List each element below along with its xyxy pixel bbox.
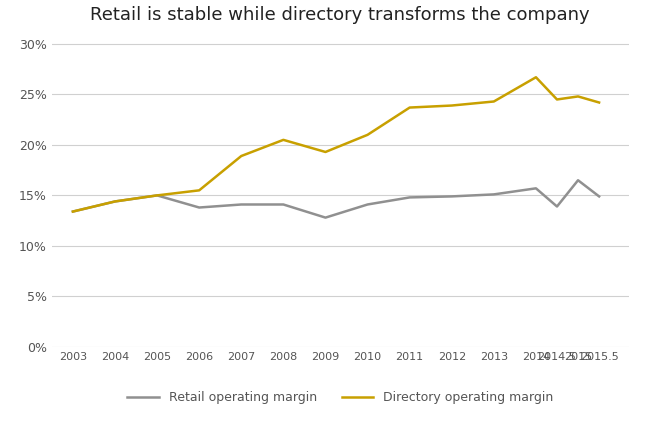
Retail operating margin <box>406 195 413 200</box>
Directory operating margin <box>321 149 329 154</box>
Directory operating margin <box>532 75 540 80</box>
Directory operating margin <box>237 154 245 159</box>
Directory operating margin <box>574 94 582 99</box>
Directory operating margin <box>448 103 456 108</box>
Retail operating margin <box>490 192 498 197</box>
Title: Retail is stable while directory transforms the company: Retail is stable while directory transfo… <box>90 6 590 24</box>
Retail operating margin <box>69 209 76 214</box>
Retail operating margin <box>111 199 119 204</box>
Retail operating margin <box>574 178 582 183</box>
Directory operating margin <box>69 209 76 214</box>
Retail operating margin <box>532 186 540 191</box>
Directory operating margin <box>111 199 119 204</box>
Line: Retail operating margin: Retail operating margin <box>73 180 599 217</box>
Directory operating margin <box>490 99 498 104</box>
Retail operating margin <box>237 202 245 207</box>
Directory operating margin <box>195 188 203 193</box>
Retail operating margin <box>364 202 371 207</box>
Retail operating margin <box>153 193 161 198</box>
Retail operating margin <box>279 202 287 207</box>
Retail operating margin <box>321 215 329 220</box>
Directory operating margin <box>406 105 413 110</box>
Retail operating margin <box>553 204 561 209</box>
Directory operating margin <box>279 137 287 143</box>
Directory operating margin <box>553 97 561 102</box>
Retail operating margin <box>195 205 203 210</box>
Legend: Retail operating margin, Directory operating margin: Retail operating margin, Directory opera… <box>122 387 558 409</box>
Directory operating margin <box>364 132 371 137</box>
Line: Directory operating margin: Directory operating margin <box>73 77 599 212</box>
Directory operating margin <box>596 100 603 105</box>
Retail operating margin <box>596 194 603 199</box>
Retail operating margin <box>448 194 456 199</box>
Directory operating margin <box>153 193 161 198</box>
